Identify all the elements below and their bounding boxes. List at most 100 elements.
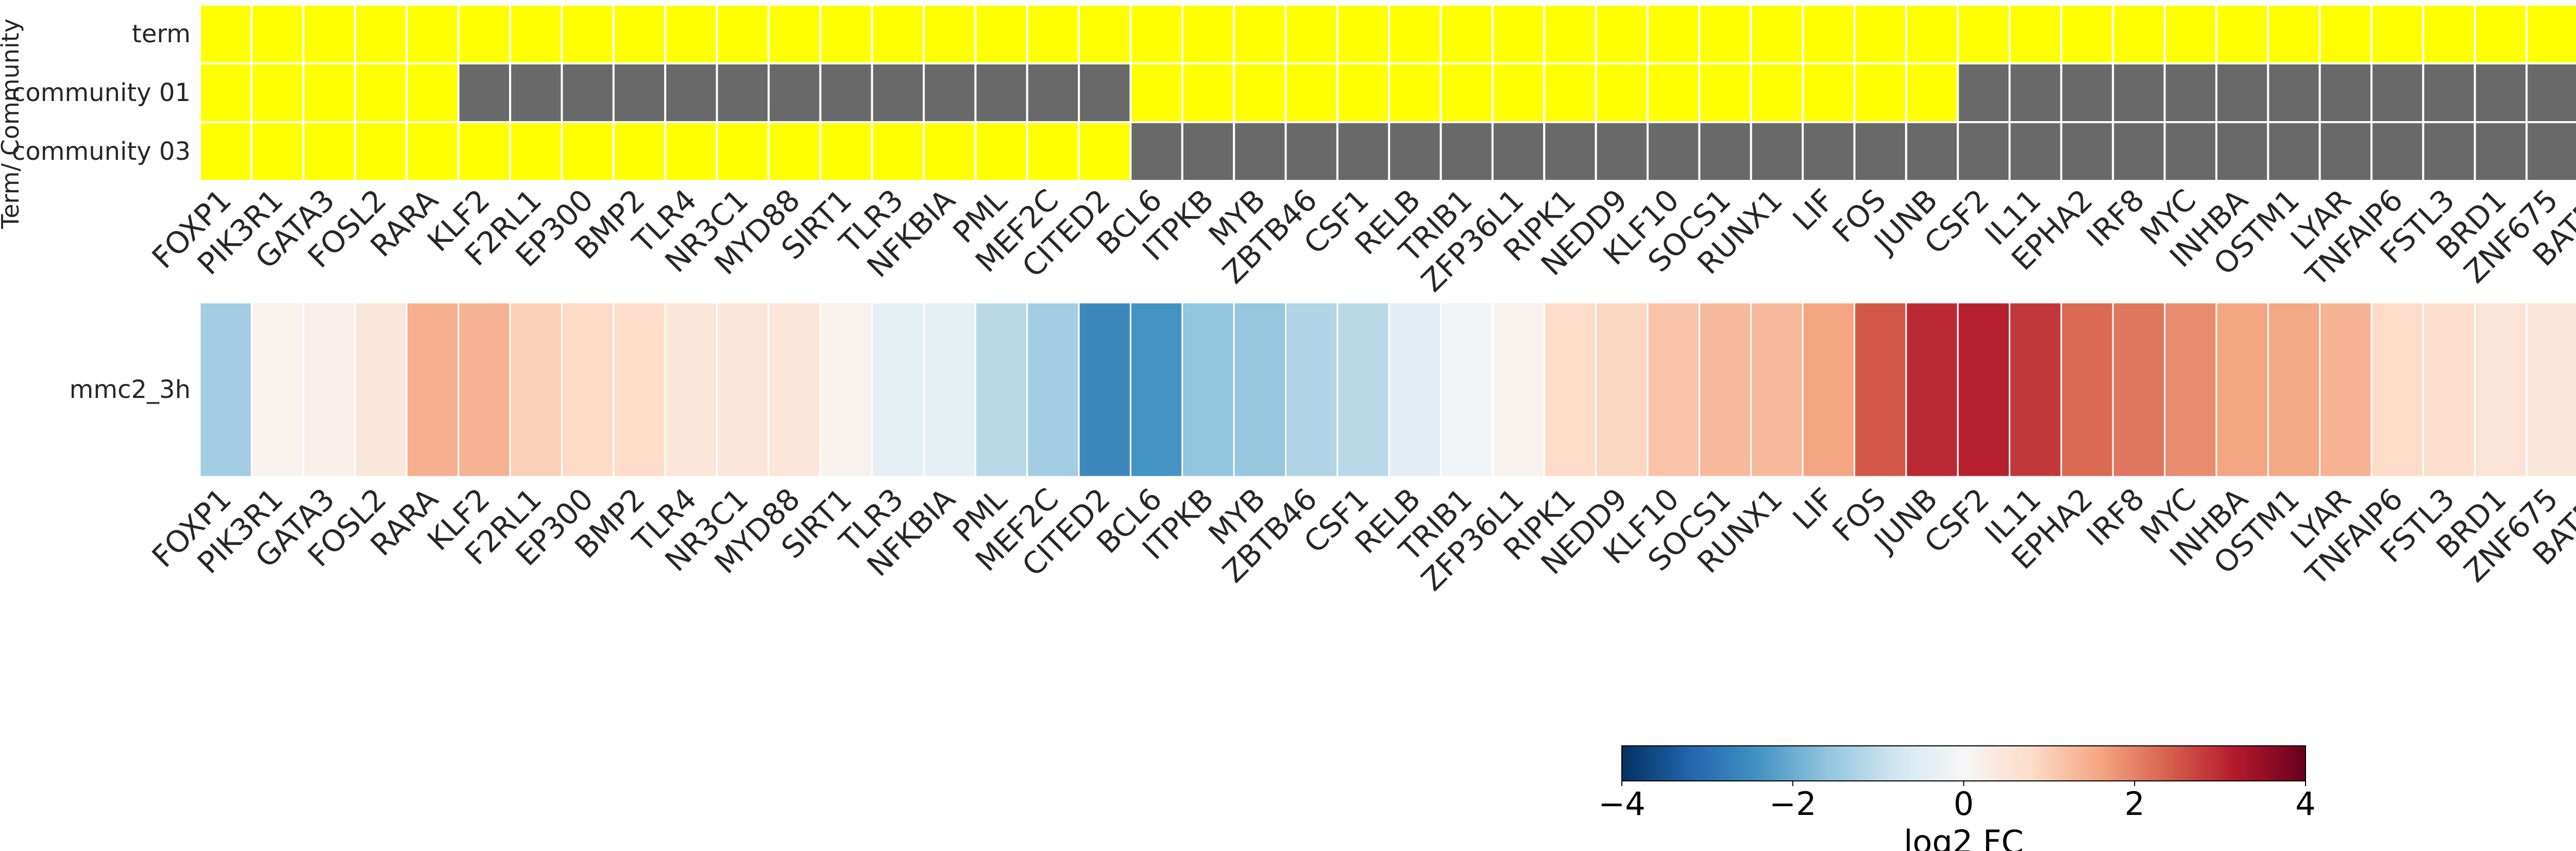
membership-cell [767,62,822,123]
membership-cell [561,62,615,123]
expression-cell [1336,302,1390,478]
membership-cell [199,62,253,123]
membership-cell [612,4,667,64]
membership-cell [1336,4,1391,64]
expression-cell [561,302,615,478]
expression-cell [664,302,718,478]
membership-cell [509,4,563,64]
membership-cell [1595,121,1649,182]
row-label: term [132,20,191,48]
expression-cell [2164,302,2217,478]
membership-cell [561,121,615,182]
expression-gene-labels: FOXP1PIK3R1GATA3FOSL2RARAKLF2F2RL1EP300B… [145,481,2576,598]
membership-cell [716,121,770,182]
membership-cell [1750,121,1804,182]
membership-cell [2473,4,2528,64]
expression-cell [2267,302,2321,478]
membership-cell [2060,62,2114,123]
colorbar-tick-label: 0 [1954,785,1974,823]
membership-cell [2215,121,2269,182]
membership-cell [2526,121,2576,182]
membership-cell [509,121,563,182]
membership-cell [767,121,822,182]
membership-cell [1905,4,1959,64]
y-axis-label: Term/ Community [0,19,24,229]
membership-cell [405,121,460,182]
membership-cell [457,4,512,64]
membership-cell [405,62,460,123]
membership-cell [1233,62,1287,123]
expression-cell [1285,302,1338,478]
membership-cell [2163,121,2217,182]
membership-cell [2163,62,2217,123]
membership-cell [1698,121,1752,182]
membership-cell [1802,121,1856,182]
expression-cell [819,302,873,478]
membership-cell [1439,4,1494,64]
expression-cell [2319,302,2372,478]
membership-cell [2318,62,2373,123]
membership-cell [2422,4,2476,64]
membership-heatmap: term community 01 community 03 [12,4,2576,182]
expression-cell [302,302,356,478]
membership-cell [1543,121,1597,182]
expression-cell [1750,302,1804,478]
membership-cell [819,121,873,182]
membership-cell [1388,4,1442,64]
membership-cell [871,121,925,182]
expression-cell [613,302,666,478]
membership-cell [974,121,1028,182]
membership-cell [819,4,873,64]
membership-cell [1853,4,1907,64]
membership-cell [457,121,512,182]
membership-cell [2318,4,2373,64]
expression-cell [2112,302,2166,478]
membership-cell [664,62,718,123]
expression-cell [1905,302,1959,478]
membership-cell [1647,62,1701,123]
expression-cell [974,302,1028,478]
membership-cell [354,4,408,64]
expression-cell [923,302,976,478]
row-label: community 01 [12,78,191,107]
membership-cell [1181,4,1235,64]
membership-cell [2008,62,2062,123]
gene-tick-label: IRF8 [2080,481,2151,553]
expression-cell [1440,302,1494,478]
membership-cell [302,4,357,64]
membership-cell [716,62,770,123]
membership-cell [1750,4,1804,64]
membership-cell [2112,121,2166,182]
membership-cell [1026,62,1080,123]
expression-cell [1388,302,1442,478]
expression-cell [1078,302,1131,478]
membership-cell [2060,4,2114,64]
membership-cell [1388,121,1442,182]
membership-cell [1957,62,2011,123]
membership-cell [2112,4,2166,64]
membership-cell [561,4,615,64]
membership-cell [2473,62,2528,123]
membership-cell [354,62,408,123]
membership-cell [1284,62,1338,123]
membership-cell [2267,4,2321,64]
membership-cell [1078,4,1132,64]
membership-cell [1078,121,1132,182]
membership-cell [1181,121,1235,182]
membership-cell [1698,4,1752,64]
membership-cell [974,4,1028,64]
expression-cell [405,302,460,478]
membership-cell [1750,62,1804,123]
expression-cell [1595,302,1649,478]
membership-cell [1129,4,1183,64]
membership-cell [1129,121,1183,182]
membership-cell [1284,4,1338,64]
expression-cell [2060,302,2114,478]
membership-cell [1853,62,1907,123]
colorbar-tick-label: −2 [1769,785,1816,823]
expression-cell [2215,302,2269,478]
expression-cell [768,302,821,478]
membership-cell [612,121,667,182]
colorbar-ticks: −4 −2 0 2 4 [1598,781,2316,823]
